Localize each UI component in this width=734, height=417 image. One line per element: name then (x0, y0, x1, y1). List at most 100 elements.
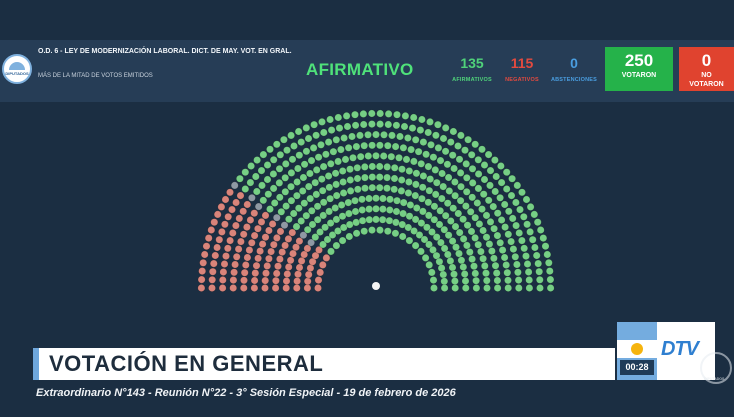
seat-not-voted (307, 238, 315, 247)
seat-negative (316, 268, 325, 277)
seat-affirmative (409, 113, 418, 122)
seat-affirmative (424, 162, 433, 171)
seat-affirmative (518, 236, 526, 245)
seat-affirmative (422, 223, 431, 232)
seat-affirmative (392, 207, 401, 216)
seat-affirmative (443, 250, 452, 259)
seat-affirmative (462, 241, 471, 250)
seat-affirmative (353, 185, 362, 194)
seat-affirmative (496, 193, 504, 202)
seat-affirmative (263, 175, 272, 184)
seat-affirmative (509, 245, 518, 253)
seat-affirmative (426, 175, 435, 183)
seat-affirmative (430, 215, 439, 224)
motion-title: O.D. 6 - Ley de Modernización Laboral. D… (38, 48, 292, 55)
seat-negative (300, 250, 309, 259)
seat-affirmative (420, 235, 429, 244)
seat-affirmative (390, 174, 399, 183)
seat-affirmative (364, 152, 373, 160)
seat-affirmative (379, 152, 388, 160)
seat-affirmative (324, 138, 333, 146)
seat-affirmative (424, 198, 433, 207)
seat-negative (261, 276, 270, 285)
seat-affirmative (383, 227, 392, 236)
seat-negative (264, 226, 273, 235)
seat-affirmative (489, 254, 498, 263)
seat-affirmative (454, 142, 462, 150)
seat-affirmative (387, 152, 396, 161)
abstention-count: 0 ABSTENCIONES (546, 55, 602, 84)
seat-affirmative (338, 167, 347, 175)
seat-affirmative (368, 173, 377, 181)
seat-affirmative (491, 261, 500, 270)
seat-affirmative (417, 159, 426, 168)
seat-affirmative (451, 284, 460, 292)
seat-affirmative (326, 194, 334, 203)
seat-affirmative (281, 159, 290, 168)
seat-affirmative (526, 227, 534, 236)
seat-negative (292, 284, 301, 292)
seat-affirmative (491, 187, 500, 196)
seat-affirmative (467, 227, 476, 236)
seat-affirmative (462, 173, 471, 182)
seat-affirmative (304, 134, 313, 143)
seat-affirmative (439, 134, 448, 143)
seat-negative (284, 263, 293, 271)
seat-negative (271, 284, 280, 292)
seat-affirmative (344, 143, 353, 152)
seat-affirmative (524, 268, 533, 276)
seat-affirmative (266, 145, 274, 154)
seat-affirmative (431, 131, 440, 140)
seat-affirmative (410, 227, 418, 235)
seat-affirmative (500, 200, 509, 209)
seat-affirmative (336, 145, 345, 154)
seat-negative (241, 261, 250, 269)
seat-affirmative (346, 176, 355, 184)
seat-affirmative (360, 173, 369, 182)
seat-affirmative (478, 145, 486, 154)
seat-affirmative (398, 232, 407, 241)
seat-affirmative (313, 202, 322, 211)
seat-negative (232, 252, 241, 261)
seat-affirmative (328, 231, 337, 239)
seat-negative (239, 207, 248, 216)
seat-affirmative (536, 284, 544, 292)
seat-affirmative (344, 198, 353, 207)
seat-affirmative (486, 166, 495, 175)
seat-affirmative (526, 202, 535, 211)
seat-negative (252, 261, 261, 270)
seat-affirmative (300, 160, 309, 169)
seat-affirmative (448, 151, 457, 160)
seat-negative (295, 263, 304, 272)
seat-affirmative (241, 185, 250, 193)
seat-affirmative (546, 275, 555, 284)
seat-affirmative (339, 223, 348, 232)
seat-affirmative (361, 184, 369, 193)
seat-affirmative (504, 230, 513, 239)
vote-result: AFIRMATIVO (306, 60, 414, 79)
seat-affirmative (395, 153, 403, 162)
seat-negative (261, 211, 270, 220)
seat-affirmative (378, 205, 387, 213)
seat-affirmative (341, 155, 350, 164)
seat-affirmative (399, 209, 407, 218)
seat-affirmative (459, 263, 468, 271)
seat-affirmative (490, 156, 499, 164)
seat-affirmative (456, 168, 465, 177)
seat-affirmative (544, 258, 553, 267)
seat-affirmative (321, 150, 330, 159)
seat-affirmative (275, 193, 284, 202)
seat-affirmative (546, 284, 555, 292)
not-voted-box: 0 NO VOTARON (679, 47, 734, 91)
seat-affirmative (365, 215, 374, 224)
lower-third-title: VOTACIÓN EN GENERAL (49, 351, 324, 376)
seat-affirmative (411, 241, 420, 250)
seat-affirmative (412, 169, 421, 178)
seat-affirmative (384, 110, 393, 118)
negative-label: NEGATIVOS (505, 77, 539, 83)
seat-affirmative (482, 211, 491, 220)
seat-affirmative (502, 261, 511, 269)
seat-affirmative (270, 199, 279, 207)
seat-negative (231, 260, 239, 269)
voted-box: 250 VOTARON (605, 47, 673, 91)
